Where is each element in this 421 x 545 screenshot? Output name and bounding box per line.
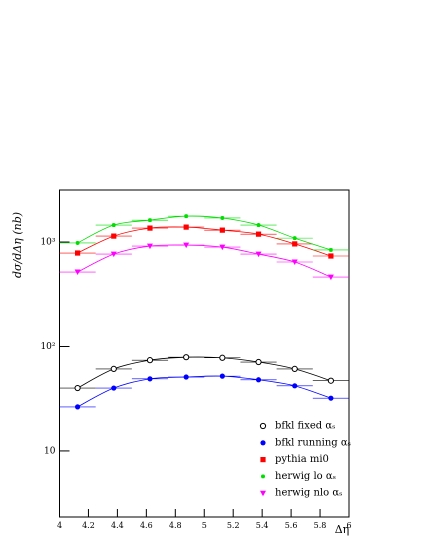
- fit-curve: [77, 375, 332, 408]
- x-tick-label: 5: [202, 521, 207, 530]
- fit-curve: [77, 244, 332, 278]
- marker: [259, 422, 267, 430]
- x-tick-label: 4.2: [82, 521, 95, 530]
- fit-curve: [77, 356, 332, 389]
- marker: [111, 223, 116, 228]
- marker: [255, 377, 262, 383]
- marker: [110, 251, 117, 258]
- marker: [255, 358, 262, 366]
- marker: [255, 231, 262, 237]
- marker: [147, 218, 152, 223]
- marker: [260, 440, 266, 446]
- marker: [292, 241, 298, 247]
- x-tick-label: 4.8: [169, 521, 182, 530]
- marker: [292, 236, 297, 241]
- x-tick-label: 6: [346, 521, 351, 530]
- marker: [111, 385, 117, 391]
- y-tick-label: 10³: [40, 238, 55, 248]
- marker: [327, 377, 335, 384]
- marker: [74, 250, 81, 256]
- plot-frame: [59, 189, 350, 518]
- marker: [291, 365, 298, 373]
- marker: [111, 233, 117, 239]
- legend-label: bfkl running αₛ: [275, 437, 351, 448]
- marker: [220, 215, 225, 220]
- marker: [219, 227, 225, 233]
- marker: [327, 274, 334, 281]
- legend-label: bfkl fixed αₛ: [275, 421, 335, 432]
- marker: [292, 383, 298, 389]
- marker: [183, 374, 189, 380]
- x-tick-label: 4.6: [140, 521, 153, 530]
- marker: [147, 225, 153, 231]
- legend-label: herwig nlo αₛ: [275, 488, 342, 499]
- y-tick-label: 10: [44, 446, 56, 456]
- marker: [74, 384, 81, 392]
- marker: [75, 240, 80, 245]
- x-tick-label: 5.6: [285, 521, 298, 530]
- marker: [219, 244, 226, 251]
- fit-curve: [77, 226, 332, 257]
- marker: [183, 242, 190, 249]
- marker: [328, 247, 333, 252]
- x-tick-label: 4.4: [111, 521, 124, 530]
- marker: [183, 354, 190, 361]
- y-tick-label: 10²: [40, 342, 55, 352]
- legend-label: pythia mi0: [275, 454, 329, 465]
- marker: [146, 243, 153, 250]
- marker: [255, 251, 262, 258]
- x-tick-label: 4: [57, 521, 62, 530]
- marker: [219, 354, 226, 361]
- marker: [328, 253, 334, 259]
- x-axis-label: Δη: [335, 523, 350, 536]
- marker: [74, 404, 81, 410]
- legend-label: herwig lo αₛ: [275, 471, 336, 482]
- x-tick-label: 5.2: [227, 521, 240, 530]
- marker: [260, 457, 266, 463]
- marker: [74, 269, 81, 276]
- marker: [110, 365, 117, 373]
- x-tick-label: 5.8: [314, 521, 327, 530]
- marker: [147, 376, 153, 382]
- marker: [146, 357, 154, 364]
- y-axis-label: dσ/dΔη (nb): [11, 212, 24, 278]
- marker: [219, 373, 225, 379]
- marker: [184, 214, 189, 219]
- marker: [183, 224, 189, 230]
- marker: [291, 259, 298, 266]
- marker: [328, 395, 334, 401]
- marker: [260, 490, 266, 497]
- marker: [256, 223, 261, 228]
- x-tick-label: 5.4: [256, 521, 269, 530]
- marker: [261, 474, 265, 479]
